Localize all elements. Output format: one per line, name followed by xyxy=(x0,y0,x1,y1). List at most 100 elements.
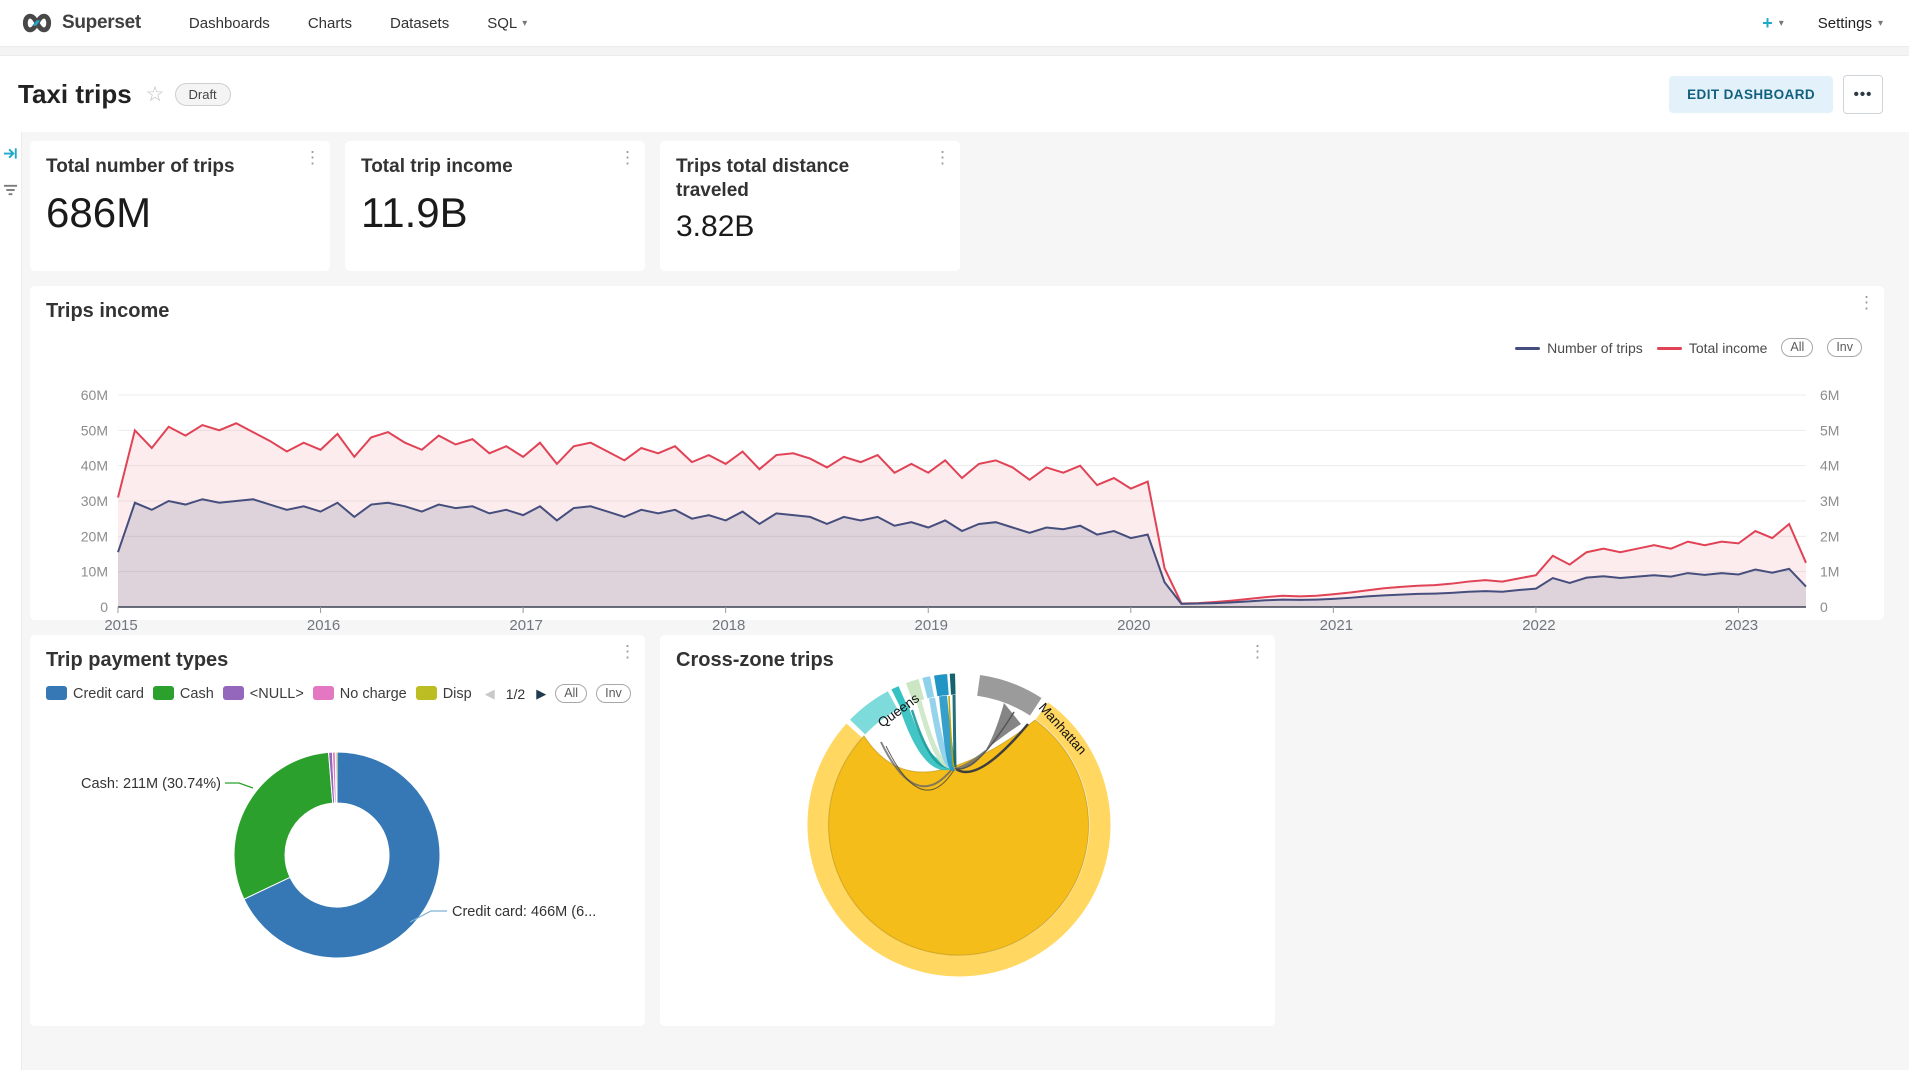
svg-text:0: 0 xyxy=(1820,599,1828,615)
legend-swatch xyxy=(312,685,334,700)
svg-text:2018: 2018 xyxy=(712,617,745,634)
svg-text:40M: 40M xyxy=(81,458,108,474)
kebab-menu-icon[interactable]: ⋮ xyxy=(304,148,321,167)
svg-text:2021: 2021 xyxy=(1320,617,1353,634)
plus-icon: + xyxy=(1762,12,1773,33)
trip-payment-types-card: Trip payment types ⋮ Credit card Cash <N… xyxy=(30,635,645,1026)
legend-next-page-icon[interactable]: ▶ xyxy=(536,685,547,701)
dashboard-grid: Total number of trips ⋮ 686M Total trip … xyxy=(0,132,1909,1026)
legend-disp[interactable]: Disp xyxy=(415,685,472,702)
legend-page-indicator: 1/2 xyxy=(505,685,526,702)
trips-income-chart[interactable]: 60M 6M 50M 5M 40M 4M 30M 3M 20M 2M 10M 1M 0 0 2015 2016… xyxy=(46,381,1868,639)
timeseries-legend: Number of trips Total income All Inv xyxy=(1515,338,1862,357)
chord-ribbon xyxy=(885,745,955,791)
kpi-title: Trips total distance traveled xyxy=(676,156,850,202)
chord-ribbon xyxy=(954,711,1015,770)
kebab-menu-icon[interactable]: ⋮ xyxy=(1858,293,1875,312)
svg-text:4M: 4M xyxy=(1820,458,1839,474)
kpi-card-total-distance: Trips total distance traveled ⋮ 3.82B xyxy=(660,141,960,271)
nav-charts[interactable]: Charts xyxy=(307,14,352,32)
brand-name: Superset xyxy=(62,12,141,33)
chart-title: Trip payment types xyxy=(46,649,229,671)
superset-logo[interactable]: Superset xyxy=(20,12,141,34)
credit-callout-line xyxy=(409,910,447,923)
legend-number-of-trips[interactable]: Number of trips xyxy=(1515,340,1643,356)
kpi-title: Total number of trips xyxy=(46,156,235,177)
kpi-value: 3.82B xyxy=(676,209,755,243)
svg-text:5M: 5M xyxy=(1820,422,1839,438)
legend-inv-button[interactable]: Inv xyxy=(596,684,631,703)
legend-all-button[interactable]: All xyxy=(555,684,588,703)
svg-text:2017: 2017 xyxy=(509,617,542,634)
nav-datasets[interactable]: Datasets xyxy=(390,14,450,32)
svg-text:20M: 20M xyxy=(81,528,108,544)
cross-zone-chord-chart[interactable]: Queens Manhattan xyxy=(676,672,1259,1002)
svg-text:2023: 2023 xyxy=(1725,617,1758,634)
legend-swatch xyxy=(46,685,67,700)
expand-filter-bar-icon[interactable] xyxy=(3,146,18,161)
svg-text:2022: 2022 xyxy=(1522,617,1555,634)
svg-text:3M: 3M xyxy=(1820,493,1839,509)
chord-ribbon xyxy=(952,694,957,768)
nav-dashboards[interactable]: Dashboards xyxy=(188,14,270,32)
chevron-down-icon: ▾ xyxy=(522,17,528,29)
chord-ribbon xyxy=(880,741,953,788)
filter-bar-collapsed xyxy=(0,132,22,1070)
legend-swatch xyxy=(1656,347,1682,351)
chevron-down-icon: ▾ xyxy=(1778,17,1784,29)
kpi-title: Total trip income xyxy=(361,156,513,177)
chord-ribbon-manhattan xyxy=(954,703,1021,769)
superset-infinity-icon xyxy=(22,13,52,33)
favorite-star-icon[interactable]: ☆ xyxy=(145,82,165,106)
legend-swatch xyxy=(415,685,437,700)
page-title: Taxi trips xyxy=(18,78,132,109)
cash-callout-label: Cash: 211M (30.74%) xyxy=(81,776,221,792)
legend-prev-page-icon[interactable]: ◀ xyxy=(484,685,495,701)
svg-text:50M: 50M xyxy=(81,422,108,438)
kebab-menu-icon[interactable]: ⋮ xyxy=(619,642,636,661)
settings-menu[interactable]: Settings ▾ xyxy=(1817,14,1883,32)
chevron-down-icon: ▾ xyxy=(1877,17,1883,29)
chord-gold-ribbon xyxy=(828,719,1090,956)
svg-text:2015: 2015 xyxy=(104,617,137,634)
legend-null[interactable]: <NULL> xyxy=(222,685,304,702)
dashboard-header: Taxi trips ☆ Draft EDIT DASHBOARD ••• xyxy=(0,56,1909,132)
status-badge: Draft xyxy=(174,82,231,106)
svg-text:10M: 10M xyxy=(81,564,108,580)
more-options-button[interactable]: ••• xyxy=(1843,74,1883,114)
legend-all-button[interactable]: All xyxy=(1781,338,1814,357)
pie-legend: Credit card Cash <NULL> No charge Disp ◀… xyxy=(46,684,631,703)
legend-swatch xyxy=(152,685,174,700)
chord-ribbon xyxy=(955,723,1029,774)
kebab-menu-icon[interactable]: ⋮ xyxy=(1249,642,1266,661)
cash-callout-line xyxy=(225,782,254,789)
legend-inv-button[interactable]: Inv xyxy=(1827,338,1862,357)
top-navbar: Superset Dashboards Charts Datasets SQL ▾… xyxy=(0,0,1909,46)
payment-types-donut-chart[interactable]: Cash: 211M (30.74%) Credit card: 466M (6… xyxy=(46,703,629,1003)
chart-title: Cross-zone trips xyxy=(676,649,834,671)
svg-text:2016: 2016 xyxy=(307,617,340,634)
svg-text:2019: 2019 xyxy=(915,617,948,634)
svg-text:2M: 2M xyxy=(1820,528,1839,544)
nav-sql[interactable]: SQL ▾ xyxy=(487,14,528,32)
kebab-menu-icon[interactable]: ⋮ xyxy=(934,148,951,167)
chord-ribbon xyxy=(948,695,955,768)
kpi-card-trip-income: Total trip income ⋮ 11.9B xyxy=(345,141,645,271)
kebab-menu-icon[interactable]: ⋮ xyxy=(619,148,636,167)
legend-credit-card[interactable]: Credit card xyxy=(46,685,144,702)
legend-cash[interactable]: Cash xyxy=(152,685,214,702)
new-item-button[interactable]: + ▾ xyxy=(1762,13,1784,34)
svg-text:60M: 60M xyxy=(81,387,108,403)
svg-text:6M: 6M xyxy=(1820,387,1839,403)
legend-total-income[interactable]: Total income xyxy=(1656,340,1767,356)
svg-text:30M: 30M xyxy=(81,493,108,509)
legend-no-charge[interactable]: No charge xyxy=(312,685,407,702)
edit-dashboard-button[interactable]: EDIT DASHBOARD xyxy=(1669,75,1833,113)
svg-text:2020: 2020 xyxy=(1117,617,1150,634)
filter-funnel-icon[interactable] xyxy=(3,183,18,197)
credit-callout-label: Credit card: 466M (6... xyxy=(452,904,596,920)
svg-text:1M: 1M xyxy=(1820,564,1839,580)
cross-zone-trips-card: Cross-zone trips ⋮ Queens xyxy=(660,635,1275,1026)
kpi-card-total-trips: Total number of trips ⋮ 686M xyxy=(30,141,330,271)
legend-swatch xyxy=(222,685,244,700)
